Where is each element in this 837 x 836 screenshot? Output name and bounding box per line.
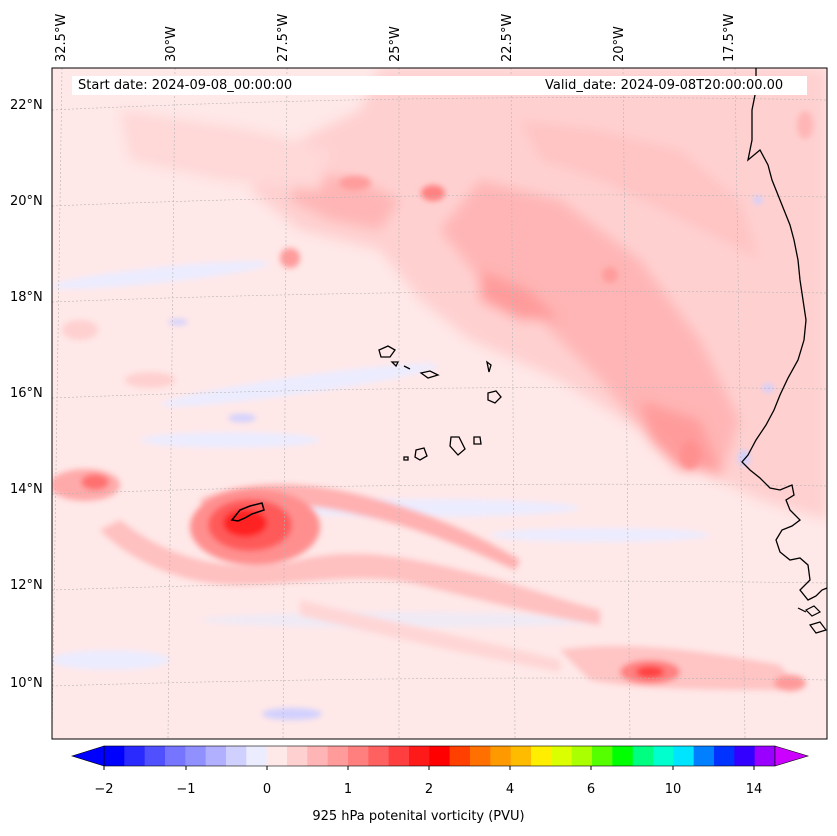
lat-label-12n: 12°N	[10, 578, 43, 593]
colorbar-cell	[693, 746, 715, 766]
cape-verde-islands	[378, 345, 502, 461]
colorbar-cell	[632, 746, 654, 766]
pv-field-northeast	[120, 68, 827, 520]
colorbar-cell	[124, 746, 146, 766]
colorbar-cell	[226, 746, 247, 766]
colorbar	[103, 745, 776, 767]
colorbar-tick-label: 6	[586, 782, 596, 797]
colorbar-cell	[734, 746, 756, 766]
colorbar-cell	[144, 746, 166, 766]
colorbar-tick-label: 0	[262, 782, 272, 797]
colorbar-cell	[571, 746, 593, 766]
pv-cyclone-band	[52, 469, 806, 691]
colorbar-tick-label: −2	[94, 782, 114, 797]
colorbar-cell	[653, 746, 674, 766]
colorbar-cell	[429, 746, 451, 766]
valid-date-label: Valid_date: 2024-09-08T20:00:00.00	[545, 78, 784, 93]
colorbar-cell	[490, 746, 512, 766]
lat-label-22n: 22°N	[10, 98, 43, 113]
africa-coastline-islands	[797, 605, 827, 634]
colorbar-cell	[612, 746, 634, 766]
pv-small-patches	[62, 111, 813, 469]
lon-label-27-5w: 27.5°W	[276, 13, 291, 62]
colorbar-cell	[205, 746, 227, 766]
colorbar-cell	[266, 746, 288, 766]
colorbar-cell	[368, 746, 390, 766]
lat-label-20n: 20°N	[10, 194, 43, 209]
colorbar-cell	[287, 746, 308, 766]
colorbar-cell	[551, 746, 573, 766]
colorbar-tick-label: 10	[664, 782, 682, 797]
colorbar-ticks	[103, 766, 755, 770]
colorbar-cell	[185, 746, 207, 766]
start-date-label: Start date: 2024-09-08_00:00:00	[78, 78, 293, 93]
colorbar-cell	[348, 746, 369, 766]
colorbar-cell	[327, 746, 349, 766]
colorbar-cell	[592, 746, 613, 766]
colorbar-cell	[449, 746, 471, 766]
cyclone-center-contour	[230, 502, 265, 522]
colorbar-tick-label: −1	[176, 782, 196, 797]
colorbar-tick-label: 4	[505, 782, 515, 797]
africa-coastline	[741, 68, 827, 601]
colorbar-cell	[714, 746, 735, 766]
colorbar-tick-label: 1	[343, 782, 353, 797]
colorbar-min-arrow	[70, 745, 105, 767]
colorbar-tick-label: 2	[424, 782, 434, 797]
colorbar-cell	[673, 746, 695, 766]
colorbar-cell	[754, 746, 776, 766]
colorbar-cell	[470, 746, 491, 766]
map-frame	[51, 67, 828, 740]
header-info-box	[72, 76, 807, 95]
lon-label-25w: 25°W	[388, 26, 403, 62]
colorbar-tick-label: 14	[745, 782, 763, 797]
colorbar-cell	[165, 746, 186, 766]
map-gridlines	[52, 68, 827, 739]
colorbar-cell	[388, 746, 410, 766]
lat-label-16n: 16°N	[10, 386, 43, 401]
colorbar-cell	[104, 746, 125, 766]
colorbar-cell	[510, 746, 532, 766]
lon-label-30w: 30°W	[164, 26, 179, 62]
colorbar-cell	[246, 746, 268, 766]
map-area[interactable]	[50, 68, 827, 739]
lat-label-18n: 18°N	[10, 290, 43, 305]
pv-negative-streaks	[52, 196, 774, 720]
colorbar-cell	[307, 746, 329, 766]
lat-label-10n: 10°N	[10, 676, 43, 691]
colorbar-title: 925 hPa potenital vorticity (PVU)	[312, 809, 525, 824]
colorbar-cell	[409, 746, 430, 766]
lon-label-32-5w: 32.5°W	[54, 13, 69, 62]
colorbar-max-arrow	[774, 745, 810, 767]
lon-label-22-5w: 22.5°W	[500, 13, 515, 62]
lat-label-14n: 14°N	[10, 482, 43, 497]
lon-label-17-5w: 17.5°W	[722, 13, 737, 62]
colorbar-cell	[531, 746, 552, 766]
lon-label-20w: 20°W	[612, 26, 627, 62]
